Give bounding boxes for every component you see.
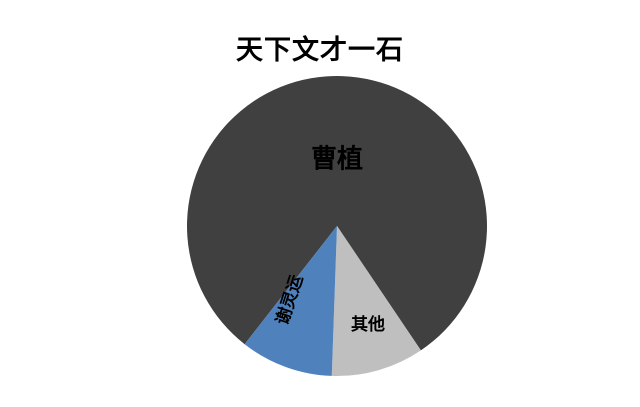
slice-label-0: 曹植 — [311, 145, 363, 175]
slice-label-1: 其他 — [351, 314, 385, 335]
chart-title: 天下文才一石 — [236, 35, 404, 66]
pie-slice-1 — [331, 226, 421, 377]
pie-slice-0 — [186, 75, 487, 351]
pie-slice-2 — [244, 226, 337, 376]
